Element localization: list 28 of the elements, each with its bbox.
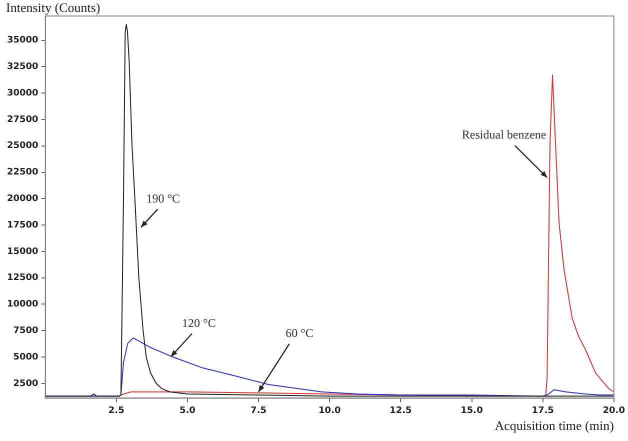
x-tick-label: 20.0 [602, 406, 626, 416]
y-tick-label: 5000 [13, 352, 38, 362]
x-axis-title: Acquisition time (min) [494, 418, 614, 434]
y-tick-label: 12500 [7, 273, 38, 284]
y-tick-label: 20000 [7, 194, 38, 204]
y-tick-label: 2500 [13, 378, 38, 389]
annotation: 60 °C [286, 326, 314, 340]
x-tick-label: 15.0 [460, 406, 483, 416]
y-tick-label: 25000 [7, 141, 38, 152]
annotation: 190 °C [146, 191, 180, 206]
y-tick-label: 32500 [7, 62, 38, 72]
y-tick-label: 7500 [13, 326, 38, 336]
x-tick-label: 2.5 [108, 406, 124, 416]
x-tick-label: 12.5 [390, 406, 412, 416]
x-tick-label: 17.5 [532, 406, 554, 416]
x-tick-label: 7.5 [250, 406, 267, 416]
annotation: 120 °C [182, 316, 216, 330]
y-tick-label: 35000 [7, 36, 38, 46]
y-tick-label: 27500 [7, 114, 38, 125]
y-tick-label: 17500 [7, 220, 38, 230]
y-tick-label: 15000 [7, 246, 38, 257]
x-tick-label: 5.0 [179, 406, 196, 416]
y-axis-title: Intensity (Counts) [6, 0, 100, 15]
y-tick-label: 30000 [7, 88, 38, 98]
y-tick-label: 10000 [7, 300, 38, 310]
annotation: Residual benzene [462, 128, 546, 142]
y-tick-label: 22500 [7, 168, 38, 178]
x-tick-label: 10.0 [318, 406, 341, 416]
